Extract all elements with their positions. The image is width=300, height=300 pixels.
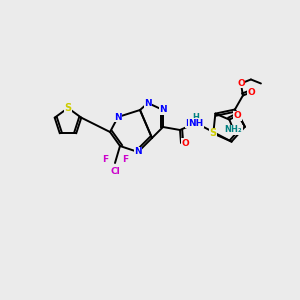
Text: F: F xyxy=(102,155,108,164)
Text: O: O xyxy=(181,139,189,148)
Text: S: S xyxy=(64,103,72,113)
Text: O: O xyxy=(233,111,241,120)
Text: O: O xyxy=(237,79,245,88)
Text: N: N xyxy=(144,98,152,107)
Text: N: N xyxy=(159,106,167,115)
Text: N: N xyxy=(134,148,142,157)
Text: H: H xyxy=(193,113,200,122)
Text: S: S xyxy=(210,128,217,139)
Text: N: N xyxy=(114,112,122,122)
Text: F: F xyxy=(122,155,128,164)
Text: NH: NH xyxy=(188,118,204,127)
Text: N: N xyxy=(185,118,193,127)
Text: O: O xyxy=(247,88,255,97)
Text: Cl: Cl xyxy=(110,167,120,176)
Text: NH₂: NH₂ xyxy=(225,125,242,134)
